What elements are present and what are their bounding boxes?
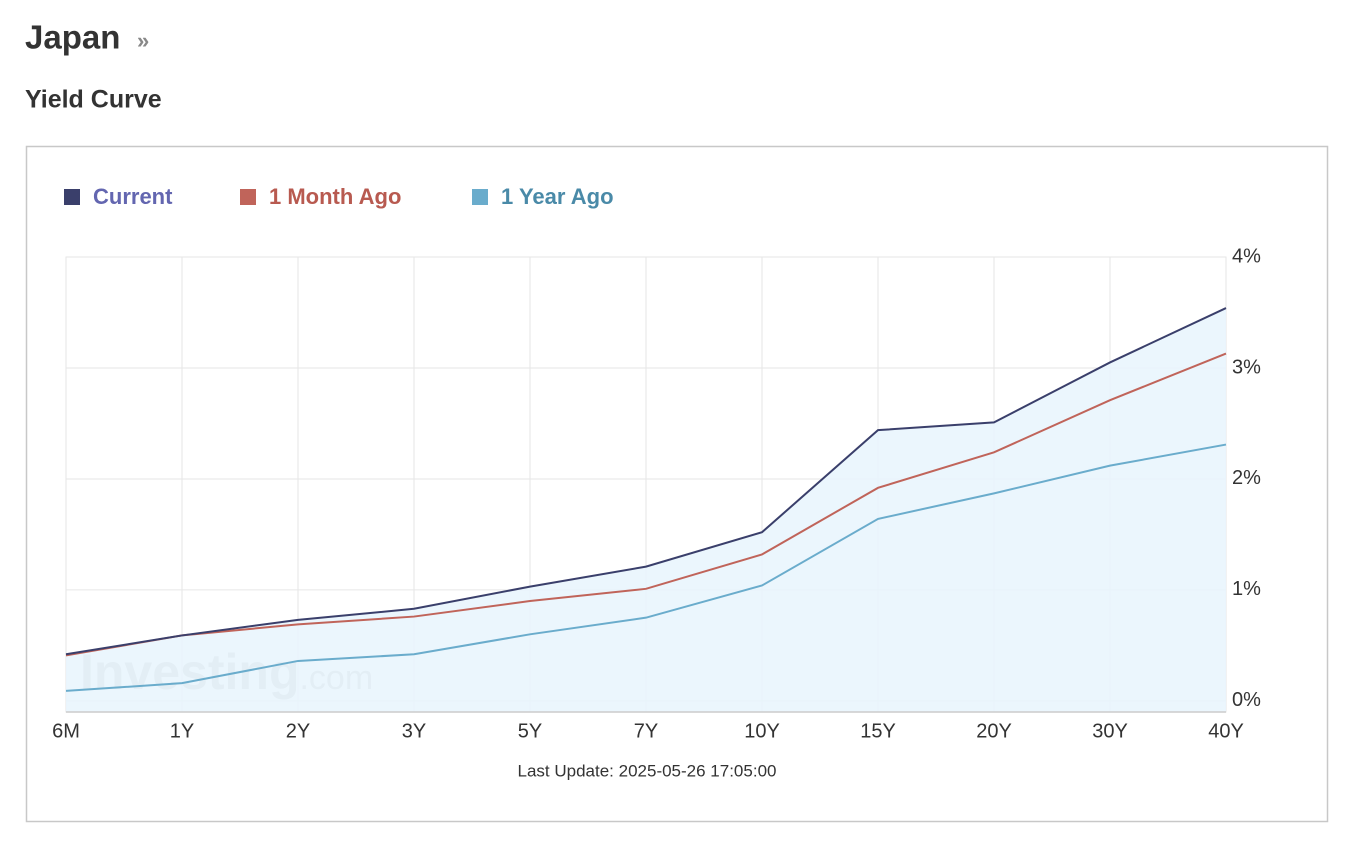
y-tick-label: 2% bbox=[1232, 467, 1261, 489]
legend-swatch[interactable] bbox=[240, 189, 256, 205]
x-tick-label: 40Y bbox=[1208, 720, 1244, 742]
section-title: Yield Curve bbox=[25, 86, 162, 114]
x-tick-label: 5Y bbox=[518, 720, 542, 742]
x-tick-label: 10Y bbox=[744, 720, 780, 742]
series-line bbox=[65, 352, 1227, 657]
x-tick-label: 1Y bbox=[170, 720, 194, 742]
footnote: Last Update: 2025-05-26 17:05:00 bbox=[518, 761, 777, 780]
x-tick-label: 15Y bbox=[860, 720, 896, 742]
legend-label[interactable]: 1 Month Ago bbox=[269, 184, 401, 209]
x-tick-label: 20Y bbox=[976, 720, 1012, 742]
x-tick-label: 6M bbox=[52, 720, 80, 742]
legend-swatch[interactable] bbox=[472, 189, 488, 205]
series-line bbox=[65, 443, 1227, 692]
y-tick-label: 3% bbox=[1232, 356, 1261, 378]
y-tick-label: 4% bbox=[1232, 245, 1261, 267]
area bbox=[66, 308, 1226, 712]
legend-label[interactable]: 1 Year Ago bbox=[501, 184, 614, 209]
y-tick-label: 0% bbox=[1232, 689, 1261, 711]
legend-swatch[interactable] bbox=[64, 189, 80, 205]
y-tick-label: 1% bbox=[1232, 578, 1261, 600]
more-link[interactable]: » bbox=[137, 28, 149, 53]
legend-label[interactable]: Current bbox=[93, 184, 173, 209]
x-tick-label: 30Y bbox=[1092, 720, 1128, 742]
page-title: Japan bbox=[25, 19, 120, 56]
series-line bbox=[65, 307, 1227, 656]
x-tick-label: 2Y bbox=[286, 720, 310, 742]
x-tick-label: 3Y bbox=[402, 720, 426, 742]
x-tick-label: 7Y bbox=[634, 720, 658, 742]
